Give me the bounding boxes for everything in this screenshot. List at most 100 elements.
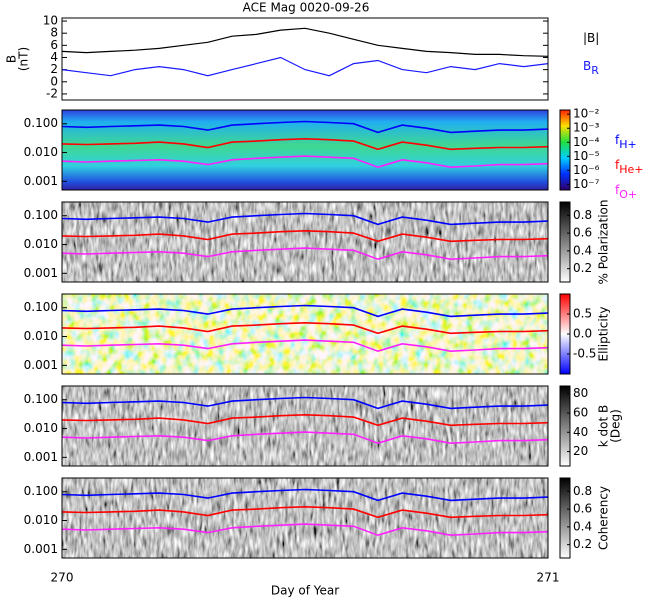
spectrogram-background <box>62 110 548 190</box>
colorbar-tick-label: 20 <box>573 444 588 458</box>
y-tick-label: 0.100 <box>24 484 58 498</box>
legend-name: f <box>615 183 620 197</box>
spectrogram-texture <box>62 478 548 558</box>
colorbar-label: % Polarization <box>597 200 611 285</box>
y-tick-label: 4 <box>50 50 58 64</box>
colorbar-label: k dot B <box>597 405 611 447</box>
y-tick-label: 0.100 <box>24 300 58 314</box>
y-tick-label: 0.001 <box>24 174 58 188</box>
colorbar-tick-label: 40 <box>573 425 588 439</box>
colorbar-label: Ellipticity <box>597 307 611 362</box>
x-axis-label: Day of Year <box>271 584 339 598</box>
plot-frame <box>61 293 549 375</box>
legend-label: BR <box>583 59 599 78</box>
colorbar-label: Coherency <box>597 486 611 550</box>
colorbar <box>559 385 571 467</box>
y-tick-label: 0.001 <box>24 450 58 464</box>
y-tick-label: 2 <box>50 62 58 76</box>
x-tick-label: 270 <box>51 571 74 585</box>
colorbar-tick-label: 10⁻⁴ <box>573 135 600 149</box>
colorbar-tick-label: 0.8 <box>573 484 592 498</box>
y-tick-label: 10 <box>43 14 58 28</box>
colorbar-tick-label: 0.6 <box>573 502 592 516</box>
spectrogram-texture <box>62 386 548 466</box>
colorbar-tick-label: 0.8 <box>573 208 592 222</box>
frequency-line <box>61 339 549 353</box>
y-tick-label: 0.001 <box>24 266 58 280</box>
spectrogram-texture <box>62 294 548 374</box>
y-tick-label: 0.100 <box>24 208 58 222</box>
frequency-line <box>61 523 549 537</box>
series-line <box>61 56 549 77</box>
y-tick-label: 0.001 <box>24 542 58 556</box>
legend-label: fHe+ <box>615 158 644 177</box>
colorbar-tick-label: 0.4 <box>573 519 592 533</box>
colorbar-tick-label: 80 <box>573 386 588 400</box>
legend-subscript: O+ <box>619 188 637 201</box>
frequency-line <box>61 155 549 169</box>
frequency-line <box>61 431 549 445</box>
frequency-line <box>61 229 549 243</box>
y-tick-label: 0.100 <box>24 116 58 130</box>
colorbar-tick-label: 0.2 <box>573 537 592 551</box>
colorbar-tick-label: 10⁻⁶ <box>573 163 600 177</box>
colorbar-tick-label: 0.0 <box>573 327 592 341</box>
legend-name: |B| <box>583 31 599 45</box>
frequency-line <box>61 505 549 519</box>
y-tick-label: 0.001 <box>24 358 58 372</box>
legend-name: f <box>615 133 620 147</box>
colorbar-tick-label: -0.5 <box>573 347 596 361</box>
legend-subscript: H+ <box>619 138 637 151</box>
y-tick-label: 8 <box>50 26 58 40</box>
frequency-line <box>61 120 549 134</box>
y-tick-label: 0.010 <box>24 145 58 159</box>
legend-label: fH+ <box>615 133 637 152</box>
legend-subscript: R <box>591 64 599 77</box>
colorbar <box>559 477 571 559</box>
colorbar <box>559 201 571 283</box>
spectrogram-texture <box>62 202 548 282</box>
frequency-line <box>61 212 549 226</box>
y-tick-label: 0.010 <box>24 513 58 527</box>
frequency-line <box>61 413 549 427</box>
y-tick-label: -2 <box>46 86 58 100</box>
y-tick-label: 0.100 <box>24 392 58 406</box>
legend-name: f <box>615 158 620 172</box>
colorbar <box>559 109 571 191</box>
colorbar-tick-label: 0.4 <box>573 243 592 257</box>
series-line <box>61 27 549 57</box>
y-axis-label: (nT) <box>17 47 31 71</box>
frequency-line <box>61 488 549 502</box>
frequency-line <box>61 137 549 151</box>
y-tick-label: 0 <box>50 74 58 88</box>
frequency-line <box>61 304 549 318</box>
colorbar-tick-label: 0.5 <box>573 307 592 321</box>
legend-label: |B| <box>583 31 599 45</box>
plot-frame <box>61 385 549 467</box>
plot-frame <box>61 201 549 283</box>
colorbar-tick-label: 10⁻³ <box>573 121 600 135</box>
plot-frame <box>61 109 549 191</box>
legend-label: fO+ <box>615 183 637 202</box>
y-tick-label: 0.010 <box>24 329 58 343</box>
plot-frame <box>61 477 549 559</box>
chart-title: ACE Mag 0020-09-26 <box>243 1 370 15</box>
colorbar-tick-label: 60 <box>573 405 588 419</box>
y-tick-label: 6 <box>50 38 58 52</box>
frequency-line <box>61 396 549 410</box>
plot-frame <box>61 17 549 101</box>
legend-subscript: He+ <box>619 163 643 176</box>
frequency-line <box>61 321 549 335</box>
colorbar-label: (Deg) <box>609 409 623 443</box>
colorbar-tick-label: 0.6 <box>573 226 592 240</box>
x-tick-label: 271 <box>537 571 560 585</box>
colorbar-tick-label: 10⁻⁵ <box>573 149 600 163</box>
y-axis-label: B <box>5 55 19 63</box>
colorbar-tick-label: 0.2 <box>573 261 592 275</box>
legend-name: B <box>583 59 591 73</box>
y-tick-label: 0.010 <box>24 421 58 435</box>
y-tick-label: 0.010 <box>24 237 58 251</box>
colorbar-tick-label: 10⁻⁷ <box>573 177 600 191</box>
